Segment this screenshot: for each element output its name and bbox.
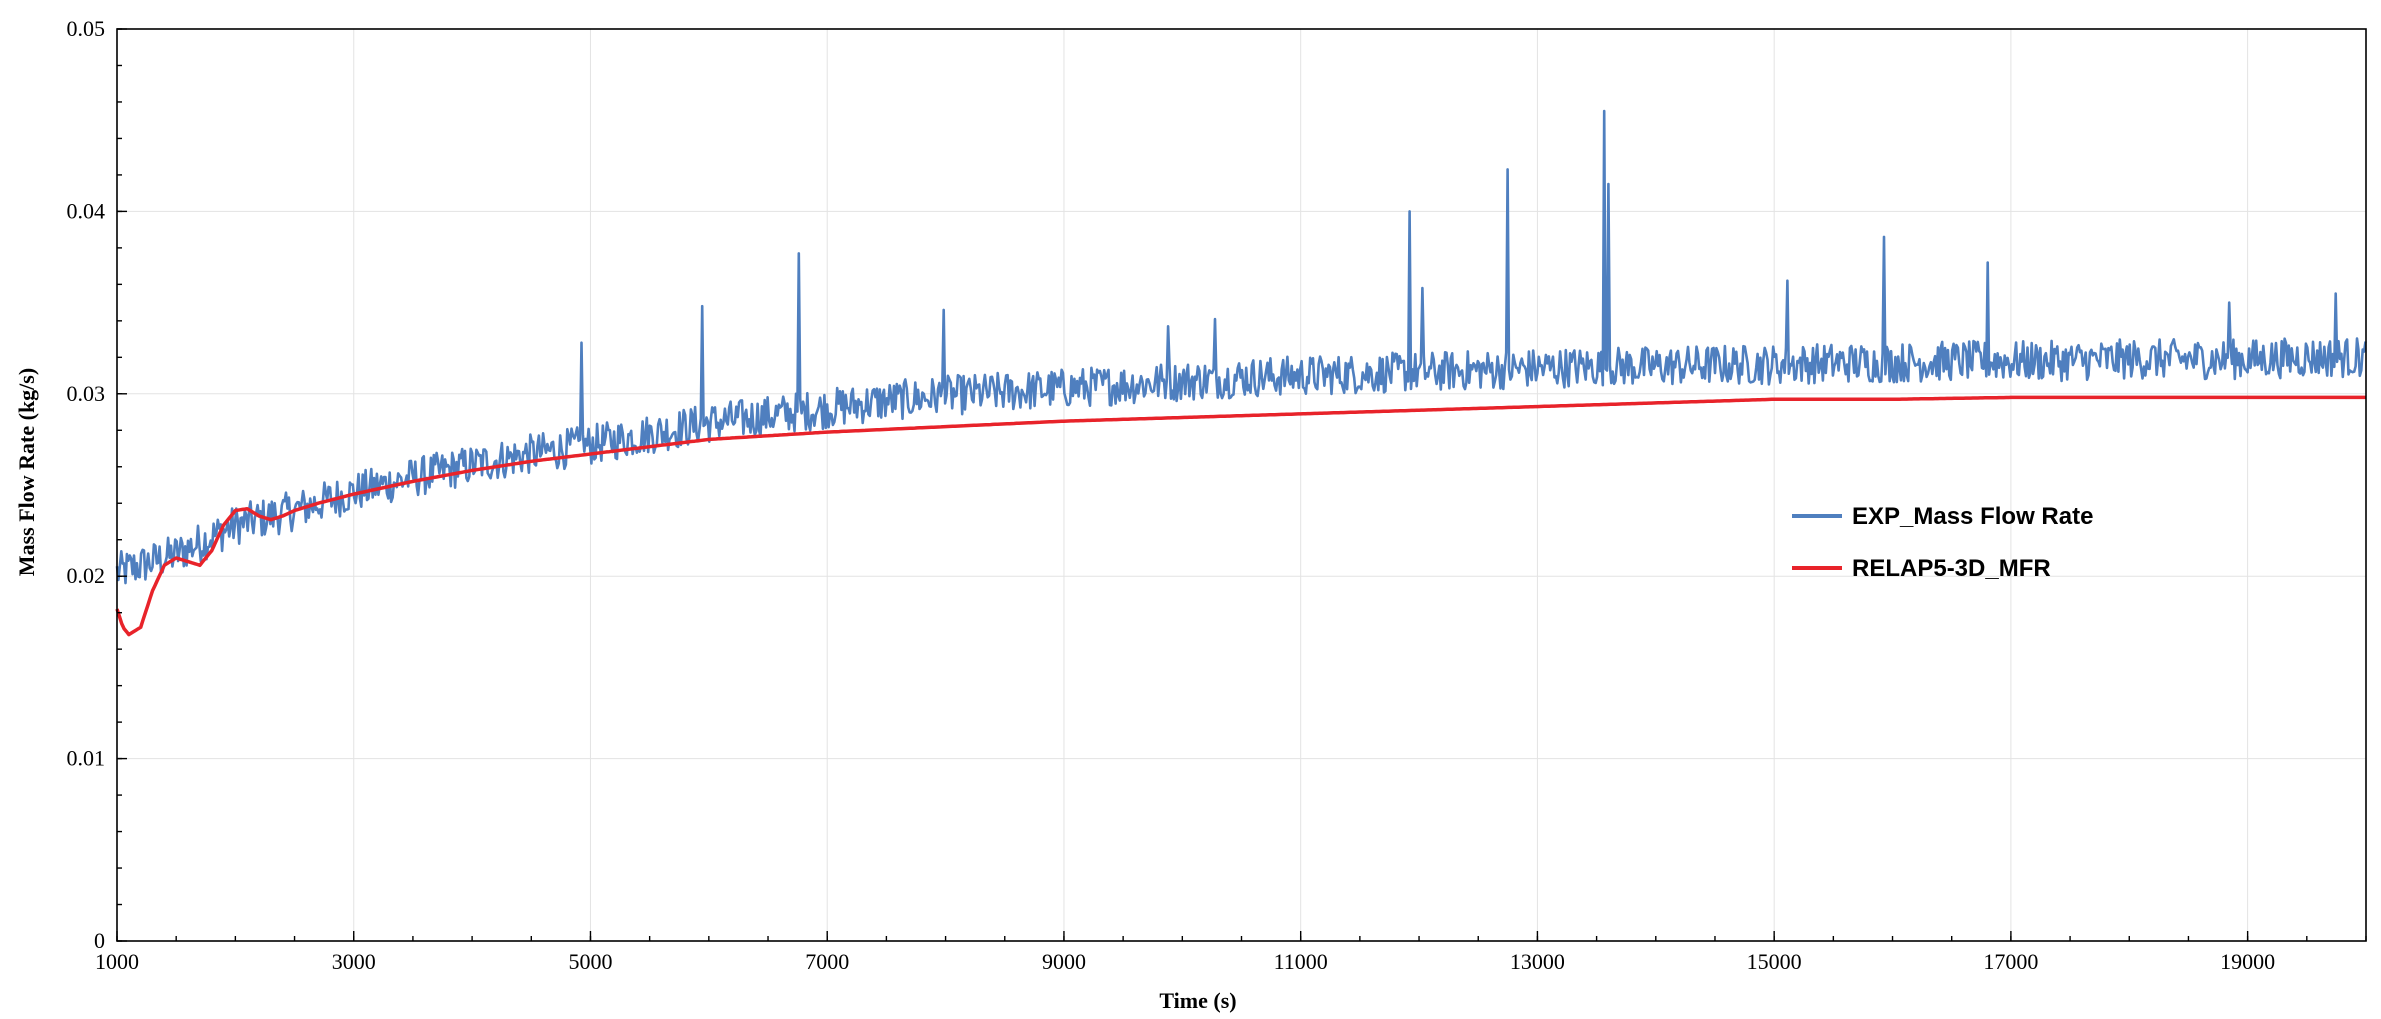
y-tick-label: 0.04	[67, 198, 106, 223]
legend: EXP_Mass Flow Rate RELAP5-3D_MFR	[1792, 503, 2093, 582]
plot-frame	[116, 28, 2367, 942]
y-axis-title: Mass Flow Rate (kg/s)	[14, 368, 39, 576]
x-tick-label: 17000	[1983, 949, 2038, 974]
series-line-relap	[115, 395, 2366, 637]
x-tick-label: 15000	[1747, 949, 1802, 974]
x-tick-label: 3000	[332, 949, 376, 974]
legend-label-relap: RELAP5-3D_MFR	[1852, 555, 2051, 582]
y-tick-label: 0.03	[67, 381, 106, 406]
legend-label-exp: EXP_Mass Flow Rate	[1852, 503, 2093, 530]
x-tick-label: 5000	[568, 949, 612, 974]
y-tick-label: 0.05	[67, 16, 106, 41]
y-tick-label: 0.02	[67, 563, 106, 588]
x-tick-label: 7000	[805, 949, 849, 974]
axes	[116, 28, 2367, 942]
x-tick-label: 9000	[1042, 949, 1086, 974]
y-tick-label: 0.01	[67, 746, 106, 771]
x-tick-label: 1000	[95, 949, 139, 974]
x-tick-label: 11000	[1274, 949, 1328, 974]
x-tick-label: 13000	[1510, 949, 1565, 974]
x-axis-title: Time (s)	[1159, 988, 1236, 1013]
series-layer	[115, 109, 2367, 637]
y-tick-label: 0	[94, 928, 105, 953]
x-tick-label: 19000	[2220, 949, 2275, 974]
series-line-exp	[115, 109, 2367, 585]
tick-labels: 1000 3000 5000 7000 9000 11000 13000 15000 17000…	[67, 16, 2276, 974]
